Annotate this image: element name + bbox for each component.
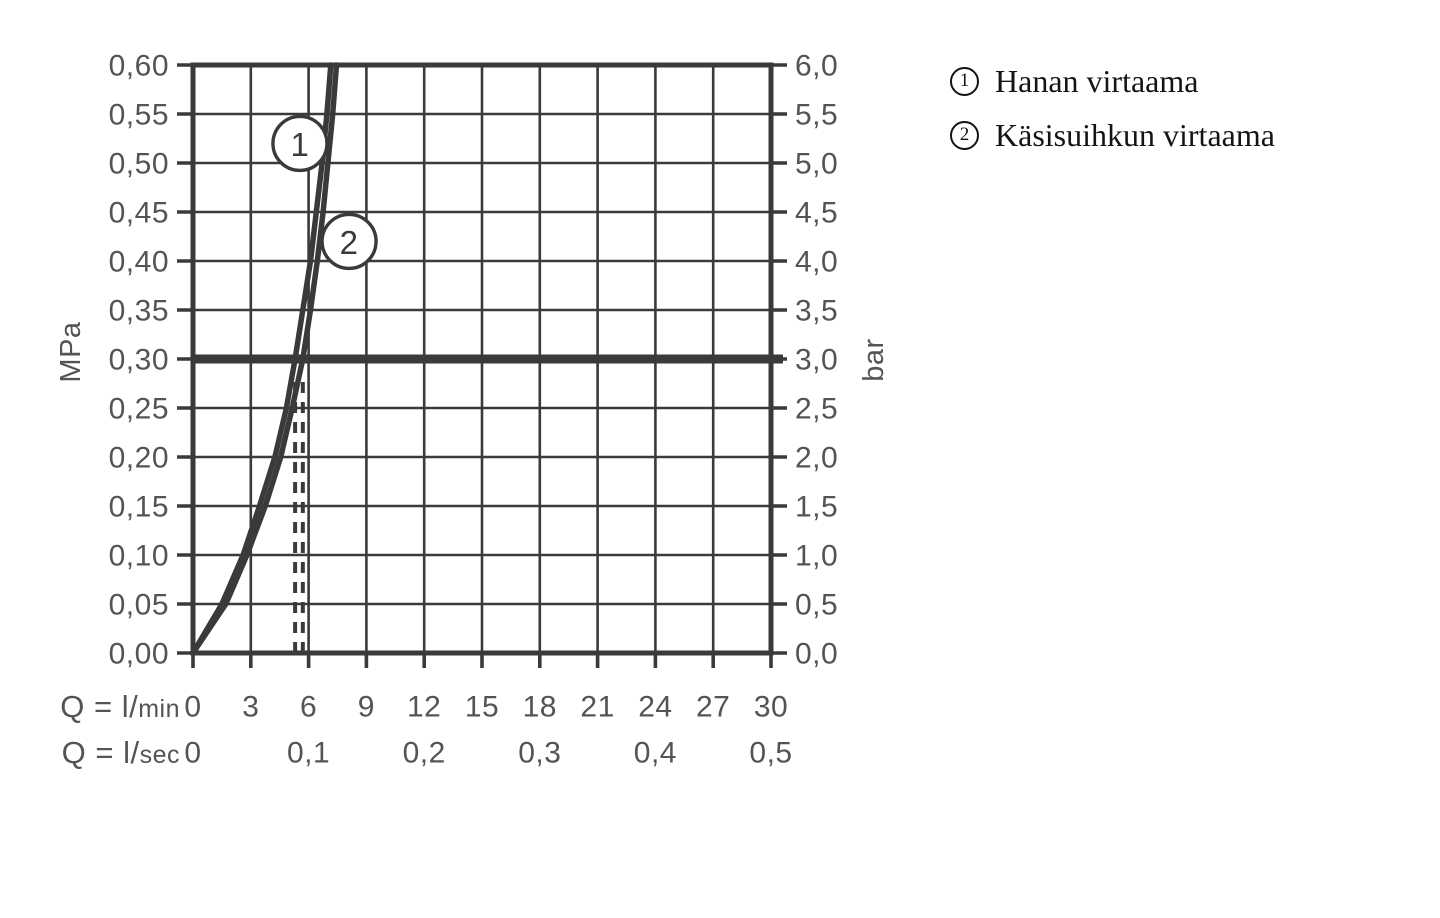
x-axis-tick-label: 0,3 xyxy=(518,737,561,770)
left-axis-tick-label: 0,10 xyxy=(109,540,169,573)
annotation-circle-1 xyxy=(271,114,329,173)
x-axis-tick-label: 21 xyxy=(580,691,614,724)
right-axis-tick-label: 5,5 xyxy=(795,99,838,132)
legend: 1 Hanan virtaama 2 Käsisuihkun virtaama xyxy=(950,62,1275,172)
mpa-axis-label: MPa xyxy=(55,321,87,383)
x-axis-row-header: Q = l/sec xyxy=(62,735,180,770)
x-axis-tick-label: 24 xyxy=(638,691,672,724)
x-axis-tick-label: 0,1 xyxy=(287,737,330,770)
right-axis-tick-label: 4,0 xyxy=(795,246,838,279)
legend-label-2: Käsisuihkun virtaama xyxy=(995,116,1275,153)
x-axis-tick-label: 0 xyxy=(184,737,201,770)
right-axis-tick-label: 5,0 xyxy=(795,148,838,181)
legend-number-1: 1 xyxy=(959,70,970,91)
right-axis-tick-label: 6,0 xyxy=(795,50,838,83)
left-axis-tick-label: 0,20 xyxy=(109,442,169,475)
right-axis-tick-label: 0,0 xyxy=(795,638,838,671)
x-axis-tick-label: 12 xyxy=(407,691,441,724)
right-axis-tick-label: 3,0 xyxy=(795,344,838,377)
x-axis-tick-label: 0,5 xyxy=(749,737,792,770)
legend-circled-number-1: 1 xyxy=(950,66,979,96)
right-axis-tick-label: 2,0 xyxy=(795,442,838,475)
right-axis-tick-label: 4,5 xyxy=(795,197,838,230)
legend-label-1: Hanan virtaama xyxy=(995,62,1199,99)
left-axis-tick-label: 0,15 xyxy=(109,491,169,524)
left-axis-tick-label: 0,60 xyxy=(109,50,169,83)
curve-2 xyxy=(190,62,334,656)
x-axis-tick-label: 15 xyxy=(465,691,499,724)
legend-number-2: 2 xyxy=(959,124,970,145)
x-axis-row-header: Q = l/min xyxy=(60,689,180,724)
left-axis-tick-label: 0,45 xyxy=(109,197,169,230)
annotation-circle-2 xyxy=(320,212,378,271)
left-axis-tick-label: 0,55 xyxy=(109,99,169,132)
x-axis-tick-label: 27 xyxy=(696,691,730,724)
right-axis-tick-label: 1,0 xyxy=(795,540,838,573)
left-axis-tick-label: 0,35 xyxy=(109,295,169,328)
left-axis-tick-label: 0,50 xyxy=(109,148,169,181)
x-axis-tick-label: 0,4 xyxy=(634,737,677,770)
legend-item-2: 2 Käsisuihkun virtaama xyxy=(950,116,1275,153)
annotation-number-2: 2 xyxy=(340,224,359,261)
left-axis-tick-label: 0,00 xyxy=(109,638,169,671)
annotation-number-1: 1 xyxy=(291,126,310,163)
right-axis-tick-label: 2,5 xyxy=(795,393,838,426)
left-axis-tick-label: 0,05 xyxy=(109,589,169,622)
x-axis-tick-label: 3 xyxy=(242,691,259,724)
curve-1 xyxy=(190,62,340,656)
x-axis-tick-label: 0 xyxy=(184,691,201,724)
left-axis-tick-label: 0,40 xyxy=(109,246,169,279)
left-axis-tick-label: 0,25 xyxy=(109,393,169,426)
right-axis-tick-label: 1,5 xyxy=(795,491,838,524)
x-axis-tick-label: 30 xyxy=(754,691,788,724)
right-axis-tick-label: 0,5 xyxy=(795,589,838,622)
bar-axis-label: bar xyxy=(858,338,890,381)
x-axis-tick-label: 9 xyxy=(358,691,375,724)
x-axis-tick-label: 6 xyxy=(300,691,317,724)
x-axis-tick-label: 0,2 xyxy=(403,737,446,770)
legend-circled-number-2: 2 xyxy=(950,120,979,150)
x-axis-tick-label: 18 xyxy=(523,691,557,724)
legend-item-1: 1 Hanan virtaama xyxy=(950,62,1275,99)
left-axis-tick-label: 0,30 xyxy=(109,344,169,377)
right-axis-tick-label: 3,5 xyxy=(795,295,838,328)
